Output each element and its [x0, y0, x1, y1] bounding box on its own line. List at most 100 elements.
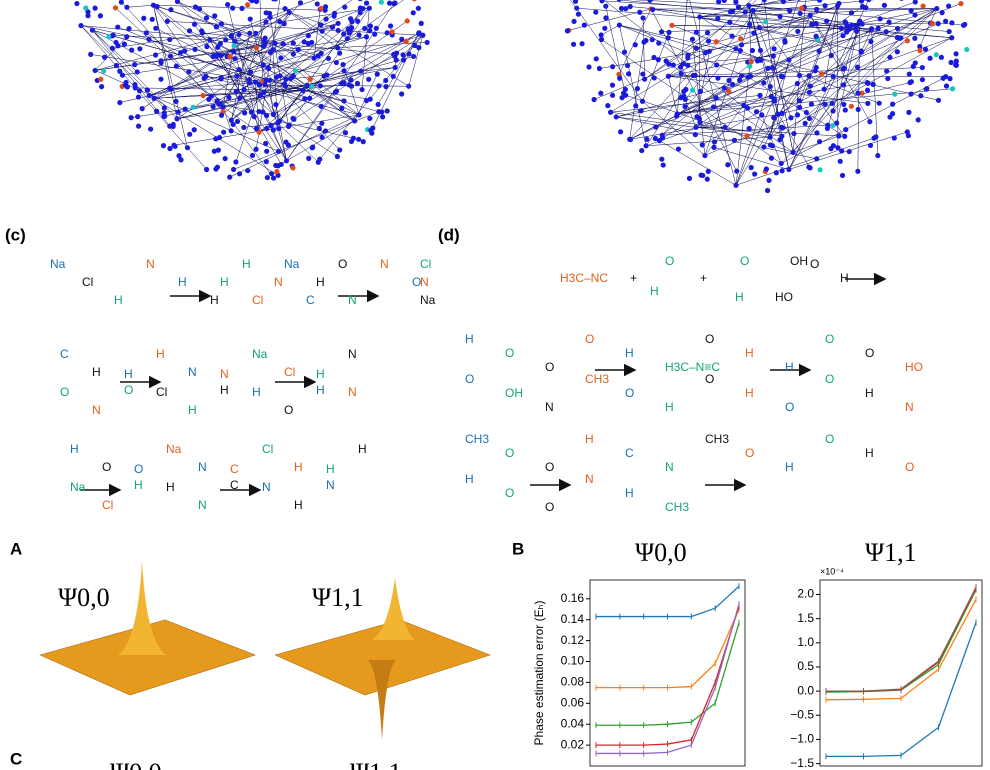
node [794, 112, 801, 118]
edge [633, 0, 749, 6]
edge [218, 42, 428, 56]
chem-label: H [840, 271, 849, 285]
edge [284, 8, 409, 87]
node [230, 166, 237, 173]
node [848, 10, 855, 16]
node [746, 125, 752, 132]
edge [275, 104, 287, 161]
chem-label: Cl [82, 275, 93, 289]
node [85, 9, 91, 15]
node [341, 31, 347, 37]
edge [642, 101, 706, 156]
node [807, 83, 813, 89]
edge [704, 105, 744, 156]
node [822, 101, 828, 107]
y-tick-label: 1.5 [797, 611, 814, 625]
edge [629, 20, 860, 140]
chem-label: O [545, 500, 554, 514]
edge [668, 67, 923, 77]
node [853, 24, 859, 30]
node [788, 115, 794, 121]
node [369, 130, 375, 136]
node [806, 89, 812, 95]
node [319, 28, 325, 34]
node [621, 49, 628, 55]
chem-label: O [134, 462, 143, 476]
node [283, 76, 289, 82]
node [618, 5, 625, 12]
node [786, 166, 792, 173]
node [228, 128, 234, 134]
node [868, 38, 874, 45]
node [358, 0, 363, 2]
edge [146, 32, 240, 99]
chem-label: H [178, 275, 187, 289]
node [256, 129, 262, 135]
node [406, 51, 412, 57]
node [757, 47, 764, 54]
edge [273, 114, 338, 157]
node [953, 62, 959, 68]
edge [222, 13, 270, 108]
node [904, 38, 911, 44]
chem-label: O [825, 332, 834, 346]
node [599, 0, 605, 4]
node [842, 107, 848, 113]
node [314, 1, 320, 7]
node [273, 0, 278, 2]
node [249, 152, 256, 159]
edge [269, 17, 289, 127]
node [267, 49, 273, 55]
chem-label: N [348, 385, 357, 399]
edge [289, 12, 333, 28]
node [919, 64, 925, 71]
edge [704, 114, 798, 156]
node [281, 21, 287, 27]
node [617, 75, 623, 81]
edge [699, 0, 784, 18]
node [268, 171, 275, 177]
node [264, 174, 270, 181]
node [858, 48, 864, 54]
edge [832, 8, 937, 112]
node [232, 39, 238, 45]
node [753, 109, 760, 115]
node [771, 115, 777, 121]
node [227, 54, 233, 60]
node [276, 118, 283, 124]
chem-label: H [650, 284, 659, 298]
node [253, 0, 260, 5]
y-tick-label: −1.5 [790, 756, 814, 770]
node [875, 25, 881, 31]
node [647, 0, 653, 3]
node [738, 42, 745, 48]
chem-label: H3C–N≡C [665, 360, 720, 374]
edge [696, 5, 838, 49]
node [786, 57, 792, 63]
node [747, 21, 753, 27]
series-line [826, 586, 977, 692]
node [318, 5, 324, 11]
edge [227, 4, 260, 133]
node [771, 96, 777, 102]
node [203, 166, 210, 173]
node [824, 125, 830, 131]
edge [288, 8, 370, 127]
node [387, 23, 394, 29]
node [384, 108, 390, 114]
edge [255, 82, 260, 133]
node [846, 148, 852, 155]
y-tick-label: −1.0 [790, 732, 814, 746]
edge [619, 24, 749, 78]
y-tick-label: 1.0 [797, 635, 814, 649]
node [307, 76, 313, 82]
node [366, 76, 372, 82]
node [780, 125, 786, 131]
node [841, 101, 847, 108]
node [399, 36, 405, 42]
node [416, 45, 422, 51]
node [141, 15, 147, 21]
node [678, 70, 684, 77]
node [624, 62, 631, 69]
node [215, 147, 221, 153]
